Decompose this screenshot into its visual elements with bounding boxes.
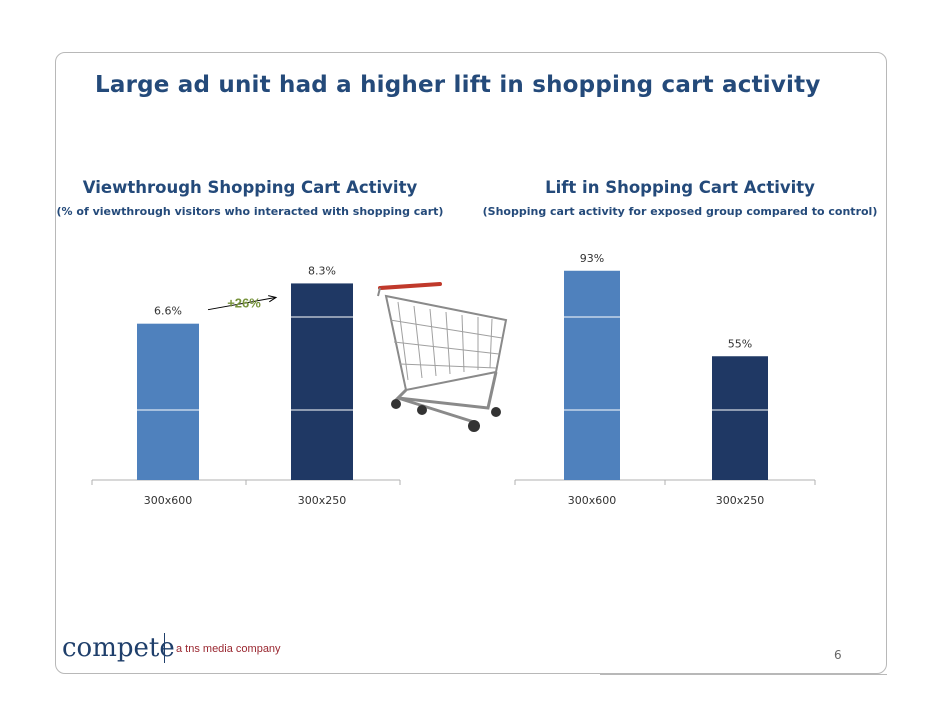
annotation-arrow-line xyxy=(207,296,277,311)
data-label: 6.6% xyxy=(154,305,182,318)
right-chart-subtitle: (Shopping cart activity for exposed grou… xyxy=(482,205,878,218)
left-chart-subtitle: (% of viewthrough visitors who interacte… xyxy=(56,205,444,218)
left-chart: 6.6% 300x600 8.3% 300x250 xyxy=(91,264,401,507)
footer-tagline: a tns media company xyxy=(176,643,281,655)
data-label: 55% xyxy=(728,337,752,350)
annotation-arrow-head xyxy=(268,295,278,303)
shopping-cart-icon xyxy=(377,282,508,432)
category-label: 300x250 xyxy=(716,494,765,507)
growth-annotation: +26% xyxy=(207,295,278,311)
category-label: 300x600 xyxy=(568,494,617,507)
bar-300x250 xyxy=(712,356,768,480)
right-chart-title: Lift in Shopping Cart Activity xyxy=(545,178,815,197)
category-label: 300x250 xyxy=(298,494,347,507)
data-label: 8.3% xyxy=(308,264,336,277)
left-chart-title: Viewthrough Shopping Cart Activity xyxy=(82,178,418,197)
annotation-label: +26% xyxy=(227,295,261,310)
category-label: 300x600 xyxy=(144,494,193,507)
bar-300x600 xyxy=(564,270,620,480)
compete-logo: compete xyxy=(62,633,175,663)
page-number: 6 xyxy=(834,648,842,662)
footer-divider xyxy=(164,633,165,663)
bottom-rule xyxy=(600,674,887,675)
bar-300x600 xyxy=(137,323,199,480)
slide-frame xyxy=(55,52,887,674)
bar-300x250 xyxy=(291,283,353,480)
slide-title: Large ad unit had a higher lift in shopp… xyxy=(95,72,821,98)
data-label: 93% xyxy=(580,252,604,265)
right-chart: 93% 300x600 55% 300x250 xyxy=(514,252,816,507)
